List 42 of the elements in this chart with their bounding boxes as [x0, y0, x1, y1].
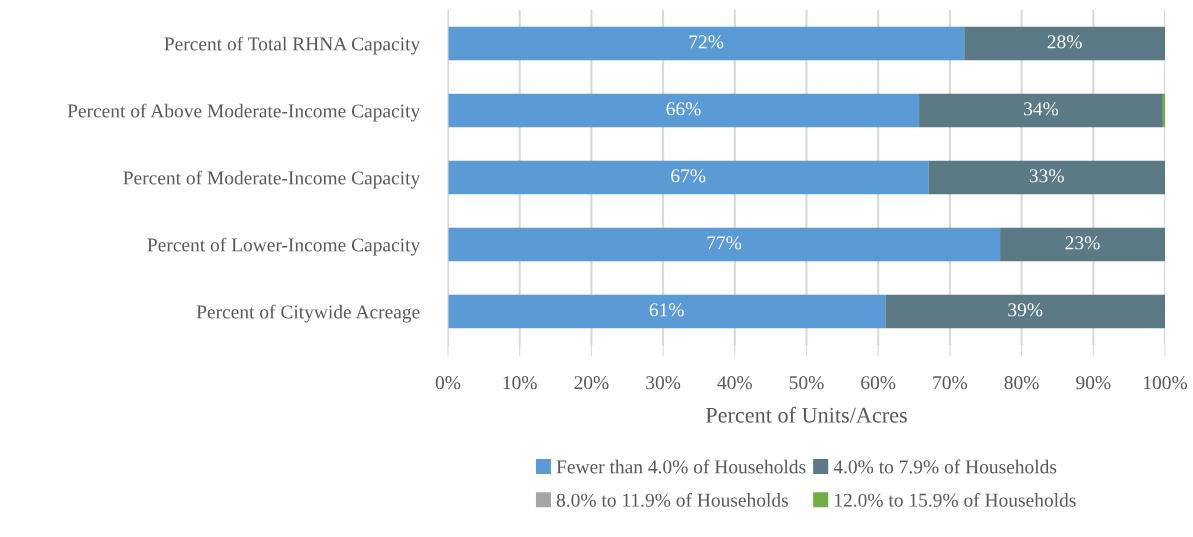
- legend-label: 4.0% to 7.9% of Households: [833, 459, 1057, 474]
- x-tick-label: 50%: [789, 376, 824, 390]
- bar: [448, 93, 920, 128]
- x-tick-label: 80%: [1004, 376, 1039, 390]
- bar: [964, 26, 1165, 61]
- data-label: 33%: [1029, 169, 1064, 183]
- data-label: 67%: [671, 169, 706, 183]
- data-label: 66%: [666, 102, 701, 116]
- data-label: 34%: [1024, 102, 1059, 116]
- data-label: 28%: [1047, 35, 1082, 49]
- data-label: 23%: [1065, 236, 1100, 250]
- x-tick-label: 60%: [861, 376, 896, 390]
- x-tick-label: 0%: [435, 376, 461, 390]
- legend-label: Fewer than 4.0% of Households: [556, 459, 806, 474]
- legend-label: 12.0% to 15.9% of Households: [835, 492, 1076, 507]
- x-tick-label: 20%: [574, 376, 609, 390]
- y-tick-label: Percent of Above Moderate-Income Capacity: [67, 103, 421, 122]
- bar: [448, 294, 886, 329]
- x-tick-label: 40%: [717, 376, 752, 390]
- data-label: 61%: [649, 303, 684, 317]
- y-tick-label: Percent of Lower-Income Capacity: [147, 237, 421, 256]
- bar: [1000, 227, 1165, 262]
- x-tick-label: 70%: [933, 376, 968, 390]
- legend-label: 8.0% to 11.9% of Households: [556, 492, 788, 507]
- bar: [448, 227, 1001, 262]
- bar: [1162, 93, 1165, 128]
- y-tick-label: Percent of Moderate-Income Capacity: [123, 170, 421, 189]
- y-tick-label: Percent of Total RHNA Capacity: [164, 36, 421, 55]
- bar: [885, 294, 1165, 329]
- bar: [928, 160, 1165, 195]
- y-tick-label: Percent of Citywide Acreage: [196, 304, 420, 323]
- x-tick-label: 90%: [1076, 376, 1111, 390]
- bar: [448, 160, 929, 195]
- data-label: 72%: [689, 35, 724, 49]
- data-label: 77%: [707, 236, 742, 250]
- data-label: 39%: [1008, 303, 1043, 317]
- x-axis-title: Percent of Units/Acres: [705, 406, 907, 423]
- bar: [919, 93, 1163, 128]
- x-tick-label: 100%: [1144, 376, 1188, 390]
- x-tick-label: 30%: [646, 376, 681, 390]
- x-tick-label: 10%: [503, 376, 537, 390]
- bar: [448, 26, 965, 61]
